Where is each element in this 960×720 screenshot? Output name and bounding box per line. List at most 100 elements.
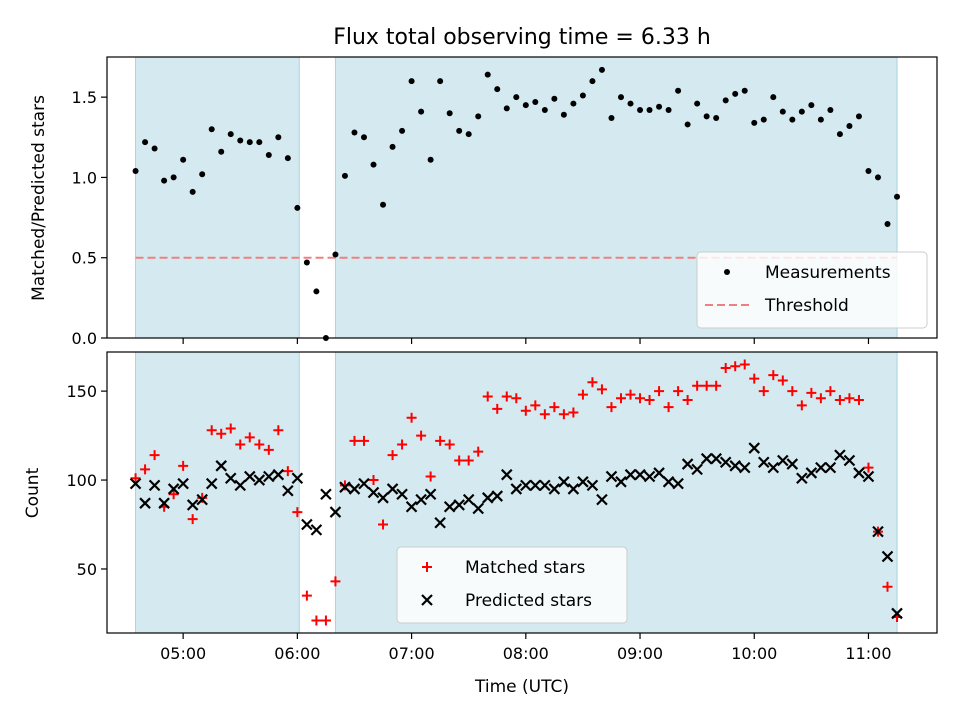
top-panel: 0.0 0.5 1.0 1.5 Measurements Threshold: [72, 56, 938, 348]
data-point: [817, 116, 824, 123]
x-axis-label: Time (UTC): [474, 677, 569, 697]
data-point: [492, 403, 503, 414]
data-point: [881, 550, 894, 563]
legend-label: Matched stars: [465, 558, 585, 578]
data-point: [132, 168, 139, 175]
data-point: [617, 94, 624, 101]
data-point: [808, 102, 815, 109]
data-point: [275, 134, 282, 141]
data-point: [730, 361, 741, 372]
data-point: [446, 110, 453, 117]
data-point: [256, 139, 263, 146]
data-point: [587, 377, 598, 388]
data-point: [368, 475, 379, 486]
data-point: [129, 477, 142, 490]
data-point: [522, 102, 529, 109]
data-point: [662, 476, 675, 488]
data-point: [768, 370, 779, 381]
data-point: [158, 497, 170, 509]
data-point: [539, 409, 550, 420]
data-point: [675, 87, 682, 94]
data-point: [872, 525, 884, 538]
data-point: [253, 474, 266, 486]
data-point: [549, 402, 560, 413]
data-point: [291, 472, 304, 485]
x-tick-label: 10:00: [731, 644, 777, 663]
legend-box: [396, 546, 628, 624]
data-point: [605, 470, 618, 483]
data-point: [713, 115, 720, 122]
data-point: [806, 387, 817, 398]
data-point: [656, 103, 663, 110]
data-point: [263, 470, 275, 483]
data-point: [265, 151, 272, 158]
data-point: [358, 435, 369, 446]
data-point: [624, 468, 637, 481]
data-point: [510, 483, 523, 495]
data-point: [739, 359, 750, 370]
data-point: [243, 470, 256, 483]
data-point: [846, 123, 853, 130]
y-tick-label: 0.5: [72, 249, 97, 268]
data-point: [815, 461, 827, 474]
data-point: [424, 488, 437, 501]
data-point: [218, 148, 225, 155]
data-point: [456, 127, 463, 134]
data-point: [462, 493, 475, 506]
data-point: [738, 461, 751, 474]
legend-label: Threshold: [764, 296, 849, 316]
data-point: [663, 402, 674, 413]
data-point: [579, 92, 586, 99]
data-point: [130, 473, 141, 484]
data-point: [206, 425, 217, 436]
x-tick-label: 07:00: [389, 644, 435, 663]
data-point: [189, 188, 196, 195]
data-point: [722, 97, 729, 104]
data-point: [798, 108, 805, 115]
x-tick-label: 05:00: [160, 644, 206, 663]
data-point: [484, 71, 491, 78]
data-point: [358, 477, 370, 490]
data-point: [396, 488, 408, 501]
axes-frame: [106, 56, 938, 339]
shaded-interval: [135, 56, 300, 339]
data-point: [770, 94, 777, 101]
data-point: [332, 251, 339, 258]
data-point: [865, 168, 872, 175]
data-point: [741, 87, 748, 94]
data-point: [691, 463, 703, 476]
data-point: [560, 111, 567, 118]
data-point: [615, 393, 626, 404]
data-point: [786, 458, 799, 470]
data-point: [386, 483, 399, 495]
data-point: [529, 479, 542, 492]
data-point: [472, 502, 484, 515]
data-point: [500, 468, 513, 481]
legend-label: Predicted stars: [465, 591, 592, 611]
data-point: [777, 454, 789, 467]
data-point: [330, 576, 341, 587]
data-point: [577, 476, 589, 488]
data-point: [463, 455, 474, 466]
x-tick-label: 06:00: [274, 644, 320, 663]
data-point: [310, 524, 323, 536]
data-point: [673, 386, 684, 397]
data-point: [254, 439, 265, 450]
data-point: [349, 435, 360, 446]
data-point: [186, 499, 199, 511]
data-point: [227, 131, 234, 138]
data-point: [475, 113, 482, 120]
data-point: [548, 483, 561, 495]
data-point: [311, 615, 322, 626]
data-point: [710, 452, 722, 465]
data-point: [370, 161, 377, 168]
legend: Measurements Threshold: [696, 251, 928, 329]
data-point: [313, 288, 320, 295]
data-point: [760, 116, 767, 123]
y-tick-label: 1.5: [72, 88, 97, 107]
data-point: [844, 393, 855, 404]
legend-marker: [422, 562, 432, 572]
data-point: [482, 391, 493, 402]
data-point: [862, 470, 875, 483]
